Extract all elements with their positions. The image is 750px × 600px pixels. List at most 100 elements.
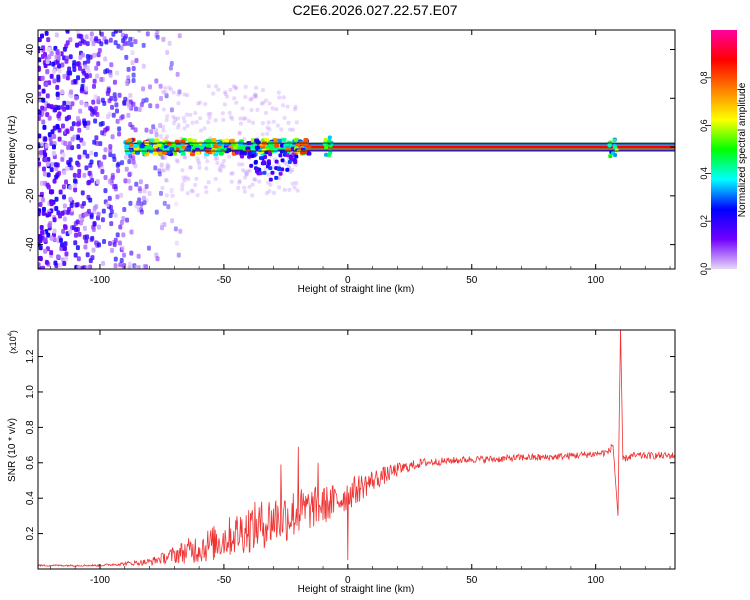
heatmap-cell [96, 52, 101, 58]
heatmap-cell [180, 186, 185, 192]
heatmap-cell [48, 136, 53, 142]
heatmap-cell [76, 75, 81, 81]
snr-ylabel: SNR (10 * v/v) [7, 418, 18, 482]
heatmap-cell [60, 123, 65, 129]
heatmap-cell [225, 94, 230, 99]
heatmap-cell [162, 200, 167, 206]
heatmap-cell [70, 136, 75, 142]
heatmap-cell [218, 168, 223, 173]
heatmap-cell [195, 193, 200, 198]
heatmap-cell [41, 97, 46, 103]
heatmap-cell [126, 178, 131, 184]
heatmap-highlight-cell [322, 142, 327, 147]
heatmap-cell [287, 187, 292, 192]
heatmap-cell [110, 104, 115, 110]
spectrogram-panel: -100 -50 0 50 100 -40 -20 0 20 40 Height of strai… [7, 29, 676, 295]
heatmap-cell [230, 171, 235, 176]
heatmap-cell [56, 74, 61, 80]
heatmap-cell [254, 85, 259, 90]
heatmap-cell [89, 150, 94, 156]
heatmap-cell [38, 115, 41, 121]
heatmap-cell [162, 150, 168, 155]
heatmap-cell [82, 120, 87, 126]
heatmap-cell [188, 112, 193, 117]
heatmap-cell [158, 122, 163, 128]
heatmap-cell [55, 84, 60, 90]
heatmap-cell [85, 41, 90, 47]
heatmap-cell [47, 115, 52, 121]
colorbar-tick-label: 0.2 [699, 215, 709, 228]
heatmap-cell [127, 172, 132, 178]
heatmap-cell [97, 242, 102, 248]
heatmap-cell [141, 195, 146, 201]
heatmap-cell [103, 175, 108, 181]
heatmap-cell [116, 43, 121, 49]
heatmap-cell [75, 219, 80, 225]
heatmap-cell [107, 178, 112, 184]
heatmap-cell [62, 260, 67, 266]
heatmap-cell [233, 85, 238, 90]
heatmap-cell [64, 58, 69, 64]
heatmap-cell [128, 185, 133, 191]
heatmap-cell [136, 140, 142, 145]
heatmap-cell [250, 182, 255, 187]
snr-series-line [38, 330, 675, 568]
heatmap-cell [203, 185, 208, 190]
heatmap-cell [82, 172, 87, 178]
colorbar-swatch [711, 30, 737, 269]
heatmap-cell [77, 65, 82, 71]
heatmap-cell [213, 144, 219, 149]
heatmap-cell [138, 179, 143, 185]
heatmap-cell [98, 141, 103, 147]
spectrogram-ylabel: Frequency (Hz) [7, 116, 18, 185]
heatmap-cell [306, 144, 312, 149]
heatmap-cell [293, 158, 298, 163]
heatmap-cell [257, 179, 262, 184]
heatmap-cell [85, 53, 90, 59]
heatmap-cell [57, 213, 62, 219]
heatmap-cell [236, 185, 241, 190]
heatmap-cell [211, 138, 217, 143]
heatmap-cell [85, 234, 90, 240]
heatmap-cell [41, 88, 46, 94]
heatmap-cell [105, 91, 110, 97]
heatmap-cell [60, 156, 65, 162]
heatmap-cell [78, 54, 83, 60]
heatmap-cell [45, 182, 50, 188]
heatmap-cell [103, 56, 108, 62]
heatmap-cell [205, 138, 211, 143]
heatmap-cell [169, 107, 174, 113]
heatmap-cell [157, 168, 162, 174]
heatmap-cell [49, 189, 54, 195]
y-tick-label: 20 [25, 92, 36, 104]
heatmap-cell [56, 254, 61, 260]
heatmap-cell [76, 144, 81, 150]
heatmap-cell [81, 68, 86, 74]
heatmap-cell [60, 242, 65, 248]
heatmap-cell [54, 174, 59, 180]
heatmap-cell [61, 184, 66, 190]
heatmap-cell [54, 32, 59, 38]
heatmap-cell [56, 113, 61, 119]
heatmap-cell [184, 175, 189, 180]
heatmap-cell [123, 178, 128, 184]
heatmap-cell [249, 163, 254, 168]
heatmap-cell [85, 125, 90, 131]
heatmap-cell [240, 168, 245, 173]
heatmap-cell [206, 112, 211, 117]
heatmap-cell [266, 172, 271, 177]
heatmap-cell [69, 126, 74, 132]
heatmap-cell [58, 262, 63, 268]
x-tick-label: 0 [345, 275, 351, 286]
heatmap-cell [130, 50, 135, 56]
heatmap-cell [62, 100, 67, 106]
heatmap-cell [100, 217, 105, 223]
heatmap-cell [77, 154, 82, 160]
heatmap-cell [38, 110, 42, 116]
heatmap-cell [177, 89, 182, 95]
heatmap-highlight-cell [612, 145, 617, 150]
heatmap-cell [112, 184, 117, 190]
heatmap-cell [198, 128, 203, 133]
heatmap-cell [112, 242, 117, 248]
heatmap-cell [286, 120, 291, 125]
